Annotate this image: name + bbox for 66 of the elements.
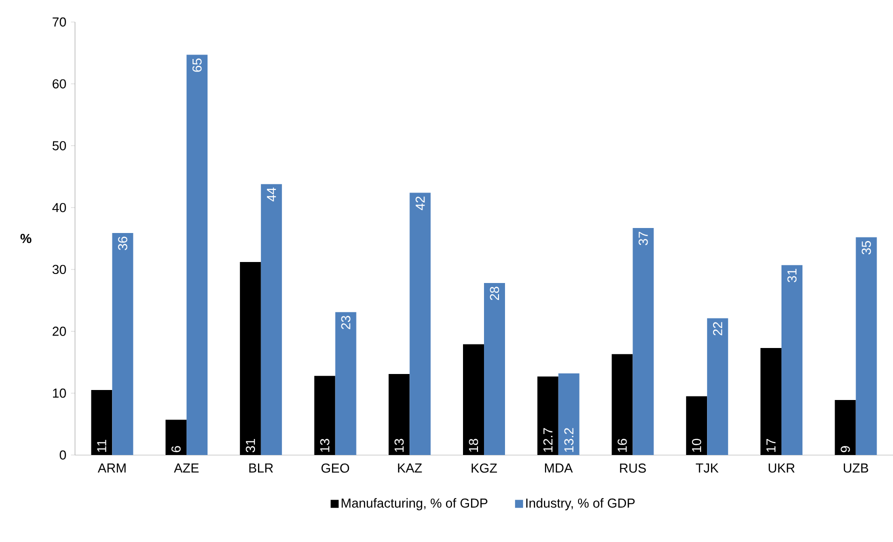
x-tick-label: TJK — [696, 464, 719, 473]
bar — [558, 373, 580, 455]
bar — [760, 348, 782, 455]
bar — [856, 237, 877, 455]
data-label: 28 — [490, 286, 500, 300]
x-tick-label: ARM — [98, 464, 126, 472]
data-label: 6 — [171, 446, 181, 452]
data-label: 10 — [692, 438, 702, 452]
bar — [707, 318, 728, 455]
legend-label: Industry, % of GDP — [526, 498, 635, 510]
bar — [186, 54, 208, 455]
data-label: 13.2 — [564, 428, 574, 452]
data-label: 16 — [618, 438, 627, 452]
bar — [314, 376, 336, 455]
x-tick-label: KAZ — [398, 464, 422, 472]
data-label: 22 — [713, 322, 722, 336]
x-tick-label: AZE — [174, 464, 199, 472]
data-label: 35 — [862, 241, 871, 254]
y-tick-label: 30 — [52, 264, 66, 274]
x-tick-label: RUS — [620, 464, 646, 473]
bar — [410, 192, 431, 455]
bar — [632, 228, 654, 455]
y-tick-label: 70 — [52, 17, 66, 27]
data-label: 36 — [118, 236, 128, 250]
x-tick-label: UZB — [844, 464, 868, 473]
bar — [335, 312, 356, 455]
x-tick-label: UKR — [768, 464, 795, 473]
data-label: 42 — [416, 196, 425, 210]
y-tick-label: 40 — [52, 202, 66, 212]
y-tick-label: 60 — [52, 79, 66, 88]
data-label: 18 — [468, 438, 478, 452]
bar — [834, 400, 856, 455]
y-tick-label: 50 — [52, 141, 66, 150]
bar — [537, 376, 558, 455]
data-label: 31 — [246, 438, 256, 452]
bar — [166, 420, 187, 455]
y-tick-label: 10 — [53, 388, 66, 398]
legend-label: Manufacturing, % of GDP — [342, 498, 488, 510]
data-label: 37 — [638, 232, 648, 246]
bar — [484, 283, 506, 455]
data-label: 13 — [320, 438, 330, 452]
data-label: 31 — [787, 268, 797, 282]
y-tick-label: 20 — [52, 326, 66, 336]
data-label: 11 — [97, 440, 106, 452]
data-label: 12.7 — [543, 428, 552, 452]
bar — [388, 374, 410, 455]
data-label: 65 — [192, 58, 202, 72]
bar — [686, 396, 708, 455]
data-label: 13 — [394, 438, 404, 452]
bar — [463, 344, 484, 455]
x-tick-label: BLR — [249, 464, 273, 472]
y-tick-label: 0 — [60, 450, 66, 460]
x-tick-label: KGZ — [472, 464, 497, 473]
bar — [91, 390, 112, 455]
y-axis-title: % — [20, 234, 32, 244]
data-label: 44 — [266, 188, 276, 202]
x-tick-label: GEO — [321, 464, 350, 473]
data-label: 23 — [341, 316, 350, 330]
data-label: 17 — [766, 439, 776, 452]
data-label: 9 — [840, 446, 850, 452]
bar — [781, 265, 802, 455]
bar — [260, 184, 282, 455]
bar — [612, 354, 633, 455]
bar — [240, 262, 261, 455]
x-tick-label: MDA — [544, 464, 573, 472]
bar — [112, 232, 134, 455]
